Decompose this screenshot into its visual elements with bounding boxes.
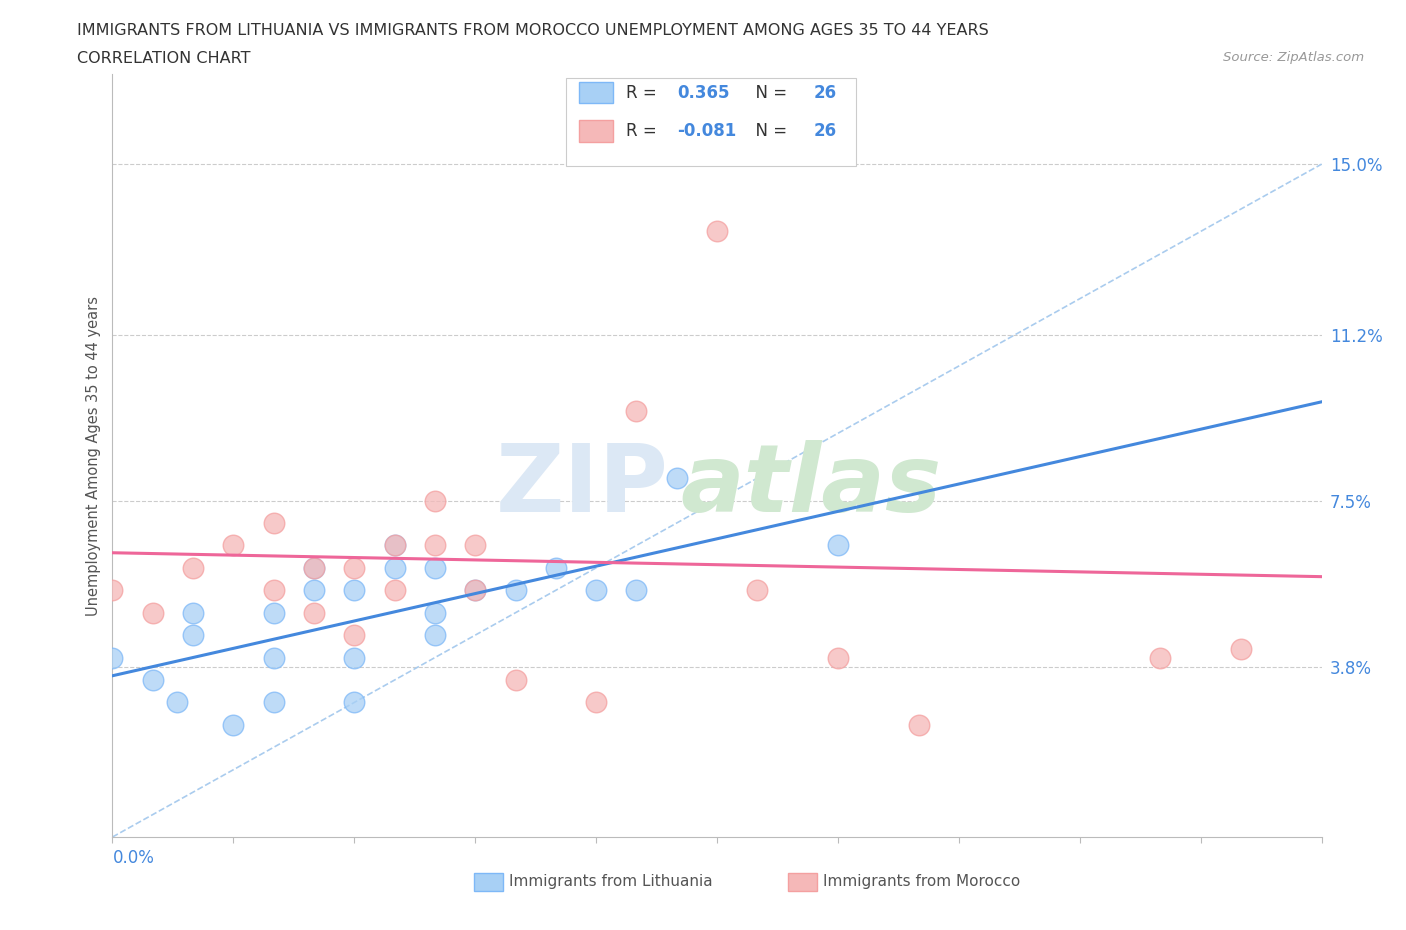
Point <box>263 515 285 530</box>
Point <box>423 561 446 576</box>
Point <box>464 583 486 598</box>
FancyBboxPatch shape <box>474 873 503 891</box>
Point <box>907 717 929 732</box>
Point <box>101 650 124 665</box>
Point <box>423 493 446 508</box>
Point <box>263 695 285 710</box>
Text: Immigrants from Lithuania: Immigrants from Lithuania <box>509 874 713 889</box>
Point <box>585 695 607 710</box>
Text: ZIP: ZIP <box>496 440 669 532</box>
Y-axis label: Unemployment Among Ages 35 to 44 years: Unemployment Among Ages 35 to 44 years <box>86 296 101 616</box>
Point <box>384 538 406 552</box>
Point <box>222 538 245 552</box>
Point <box>142 672 165 687</box>
Point <box>181 605 204 620</box>
Text: -0.081: -0.081 <box>678 122 737 140</box>
Point <box>101 583 124 598</box>
Point <box>626 583 648 598</box>
Point <box>302 583 325 598</box>
Point <box>505 583 527 598</box>
Point <box>166 695 188 710</box>
Point <box>343 583 366 598</box>
Point <box>585 583 607 598</box>
Point <box>827 650 849 665</box>
Point <box>263 583 285 598</box>
Point <box>263 650 285 665</box>
Text: atlas: atlas <box>681 440 942 532</box>
Point <box>665 134 688 149</box>
Text: Immigrants from Morocco: Immigrants from Morocco <box>824 874 1021 889</box>
Text: N =: N = <box>745 122 792 140</box>
Point <box>142 605 165 620</box>
Text: Source: ZipAtlas.com: Source: ZipAtlas.com <box>1223 51 1364 64</box>
Point <box>464 583 486 598</box>
FancyBboxPatch shape <box>789 873 817 891</box>
Point <box>263 605 285 620</box>
Point <box>181 561 204 576</box>
Text: 0.0%: 0.0% <box>112 849 155 867</box>
Point <box>302 561 325 576</box>
Text: R =: R = <box>627 122 662 140</box>
Text: IMMIGRANTS FROM LITHUANIA VS IMMIGRANTS FROM MOROCCO UNEMPLOYMENT AMONG AGES 35 : IMMIGRANTS FROM LITHUANIA VS IMMIGRANTS … <box>77 23 988 38</box>
Point <box>343 650 366 665</box>
Text: N =: N = <box>745 84 792 101</box>
Point <box>384 561 406 576</box>
Point <box>706 224 728 239</box>
FancyBboxPatch shape <box>579 120 613 141</box>
Point <box>1149 650 1171 665</box>
FancyBboxPatch shape <box>579 82 613 103</box>
Point <box>423 628 446 643</box>
Point <box>384 583 406 598</box>
Point <box>343 695 366 710</box>
Point <box>1230 641 1253 656</box>
Point <box>343 628 366 643</box>
Point <box>423 538 446 552</box>
Text: 26: 26 <box>814 84 837 101</box>
Text: 26: 26 <box>814 122 837 140</box>
Point <box>626 404 648 418</box>
Point <box>343 561 366 576</box>
Point <box>423 605 446 620</box>
Text: 0.365: 0.365 <box>678 84 730 101</box>
Point <box>665 471 688 485</box>
Point <box>747 583 769 598</box>
Point <box>505 672 527 687</box>
Text: CORRELATION CHART: CORRELATION CHART <box>77 51 250 66</box>
Text: R =: R = <box>627 84 662 101</box>
Point <box>827 538 849 552</box>
Point <box>464 538 486 552</box>
Point <box>384 538 406 552</box>
FancyBboxPatch shape <box>565 78 856 166</box>
Point <box>302 561 325 576</box>
Point <box>302 605 325 620</box>
Point <box>222 717 245 732</box>
Point <box>181 628 204 643</box>
Point <box>544 561 567 576</box>
